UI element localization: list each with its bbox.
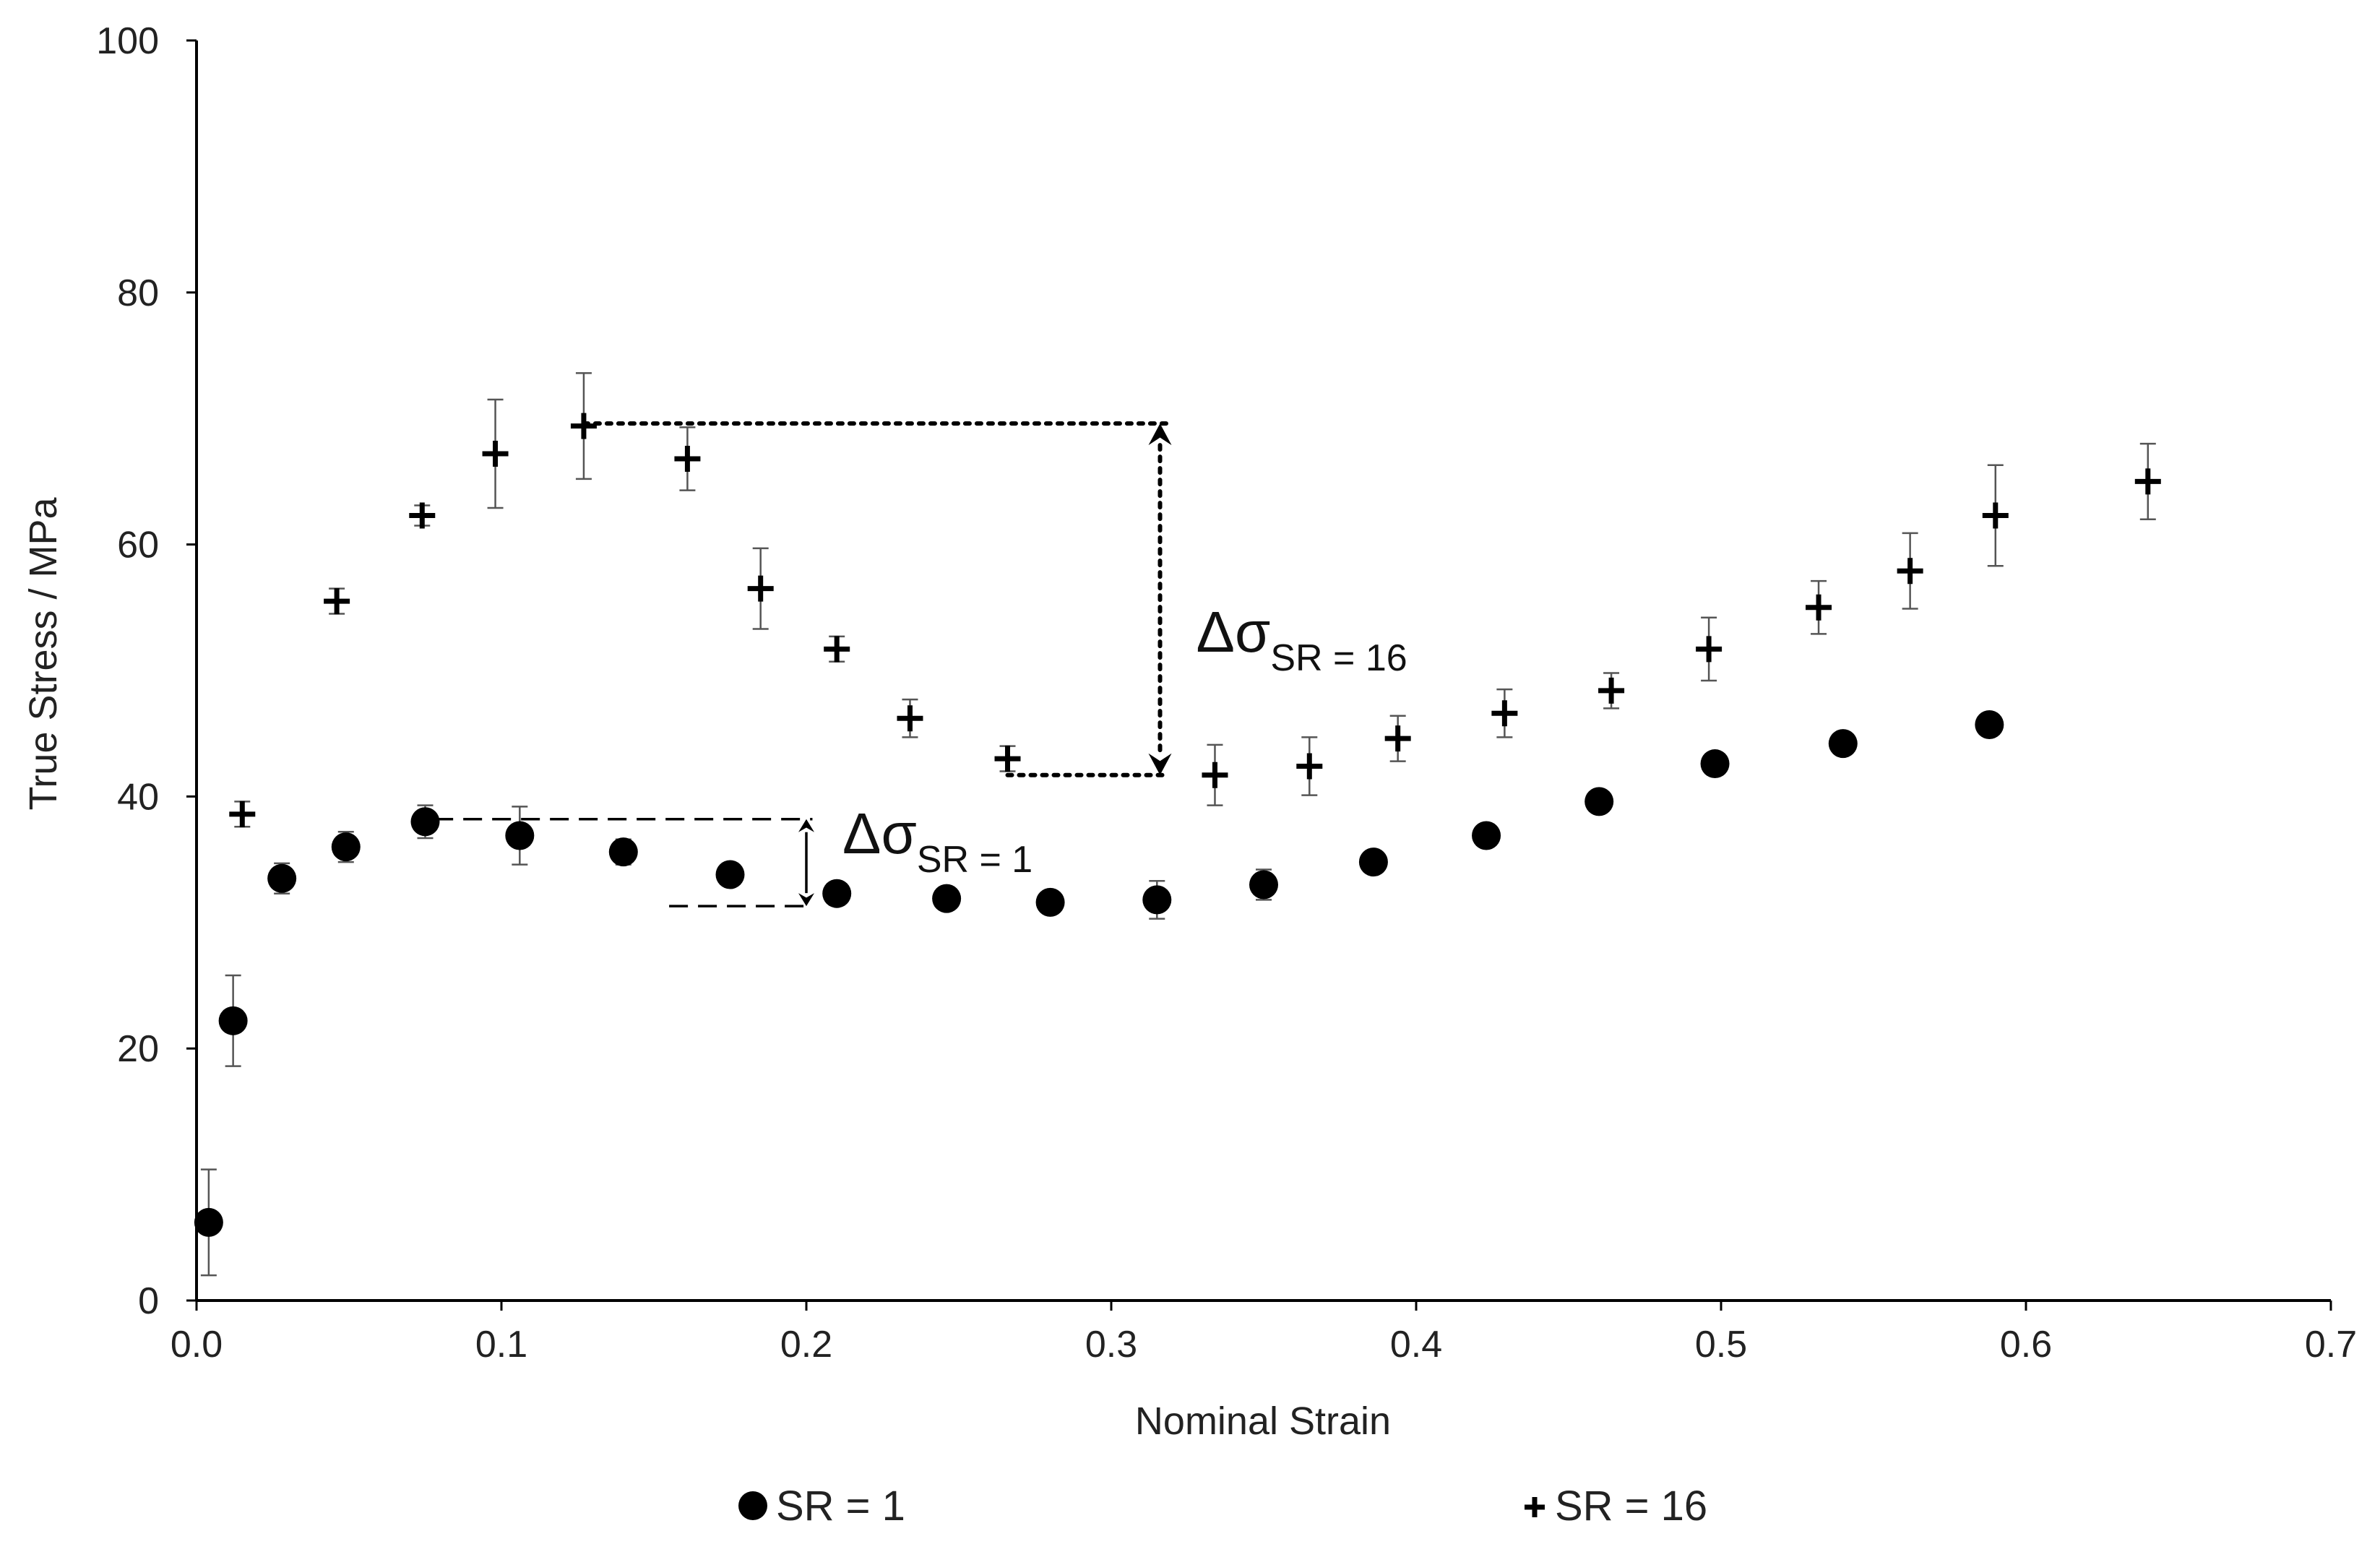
- point-sr16: [1384, 725, 1411, 752]
- delta-sr1-arrow-head-down: [798, 893, 814, 907]
- point-sr1: [1828, 729, 1858, 759]
- point-sr16: [824, 636, 850, 663]
- point-sr1: [194, 1207, 223, 1237]
- point-sr16: [1491, 700, 1518, 727]
- delta-sr16-subscript: SR = 16: [1270, 637, 1407, 679]
- point-sr16: [482, 441, 509, 467]
- delta-sr1-label: ΔσSR = 1: [842, 801, 1032, 881]
- point-sr16: [1806, 594, 1832, 621]
- point-sr16: [570, 413, 597, 439]
- point-sr16: [324, 588, 350, 615]
- point-sr1: [1584, 787, 1614, 816]
- point-sr16: [409, 502, 436, 529]
- legend-marker-sr16: [1525, 1497, 1545, 1517]
- point-sr16: [229, 801, 256, 827]
- x-tick-label: 0.5: [1695, 1324, 1747, 1366]
- point-sr1: [505, 821, 535, 850]
- point-sr1: [715, 860, 745, 889]
- x-axis-title: Nominal Strain: [1135, 1399, 1391, 1443]
- point-sr16: [747, 575, 774, 602]
- point-sr16: [1696, 636, 1723, 663]
- point-sr16: [674, 446, 701, 473]
- y-tick-label: 0: [138, 1280, 159, 1322]
- x-tick-label: 0.0: [171, 1324, 223, 1366]
- point-sr1: [267, 863, 297, 893]
- point-sr16: [1202, 762, 1228, 788]
- x-tick-label: 0.6: [2000, 1324, 2052, 1366]
- point-sr1: [608, 837, 638, 867]
- data-series: [194, 372, 2161, 1277]
- point-sr1: [1249, 870, 1278, 900]
- point-sr1: [1358, 848, 1388, 877]
- legend-marker-sr1: [738, 1491, 767, 1520]
- y-tick-label: 60: [117, 525, 159, 566]
- point-sr16: [1982, 502, 2009, 529]
- delta-sr16-arrow-head-up: [1148, 423, 1172, 446]
- legend: SR = 1 SR = 16: [738, 1483, 1707, 1530]
- x-tick-label: 0.1: [475, 1324, 527, 1366]
- series-sr16: [229, 372, 2161, 828]
- point-sr1: [410, 807, 440, 837]
- point-sr1: [218, 1006, 248, 1035]
- x-tick-label: 0.4: [1390, 1324, 1442, 1366]
- y-tick-label: 40: [117, 776, 159, 818]
- y-axis-title: True Stress / MPa: [22, 496, 65, 810]
- point-sr16: [1897, 558, 1923, 585]
- point-sr1: [1975, 710, 2004, 739]
- delta-sr1-subscript: SR = 1: [917, 839, 1032, 881]
- point-sr1: [1700, 749, 1730, 779]
- delta-sr1-symbol: Δσ: [842, 801, 917, 866]
- point-sr1: [1142, 885, 1172, 915]
- point-sr1: [1035, 887, 1065, 917]
- y-tick-label: 20: [117, 1028, 159, 1070]
- delta-sr16-arrow-head-down: [1148, 753, 1172, 775]
- x-tick-label: 0.2: [780, 1324, 832, 1366]
- point-sr1: [932, 884, 962, 913]
- point-sr16: [1598, 677, 1625, 704]
- point-sr16: [897, 705, 923, 732]
- y-tick-label: 100: [96, 20, 159, 62]
- x-tick-label: 0.3: [1085, 1324, 1137, 1366]
- axes: 0.0 0.1 0.2 0.3 0.4 0.5 0.6 0.7 0 20 40 60 80 100: [96, 20, 2357, 1366]
- y-tick-label: 80: [117, 272, 159, 314]
- delta-sr1-arrow-head-up: [798, 819, 814, 832]
- point-sr1: [331, 832, 361, 862]
- point-sr1: [822, 879, 852, 908]
- series-sr1: [194, 710, 2004, 1277]
- point-sr16: [994, 746, 1021, 772]
- point-sr1: [1472, 821, 1501, 850]
- legend-label-sr1: SR = 1: [776, 1483, 905, 1530]
- x-tick-label: 0.7: [2305, 1324, 2357, 1366]
- delta-sr16-label: ΔσSR = 16: [1197, 600, 1407, 679]
- delta-sr16-symbol: Δσ: [1197, 600, 1271, 664]
- point-sr16: [1296, 753, 1323, 780]
- legend-label-sr16: SR = 16: [1555, 1483, 1707, 1530]
- point-sr16: [2134, 468, 2161, 495]
